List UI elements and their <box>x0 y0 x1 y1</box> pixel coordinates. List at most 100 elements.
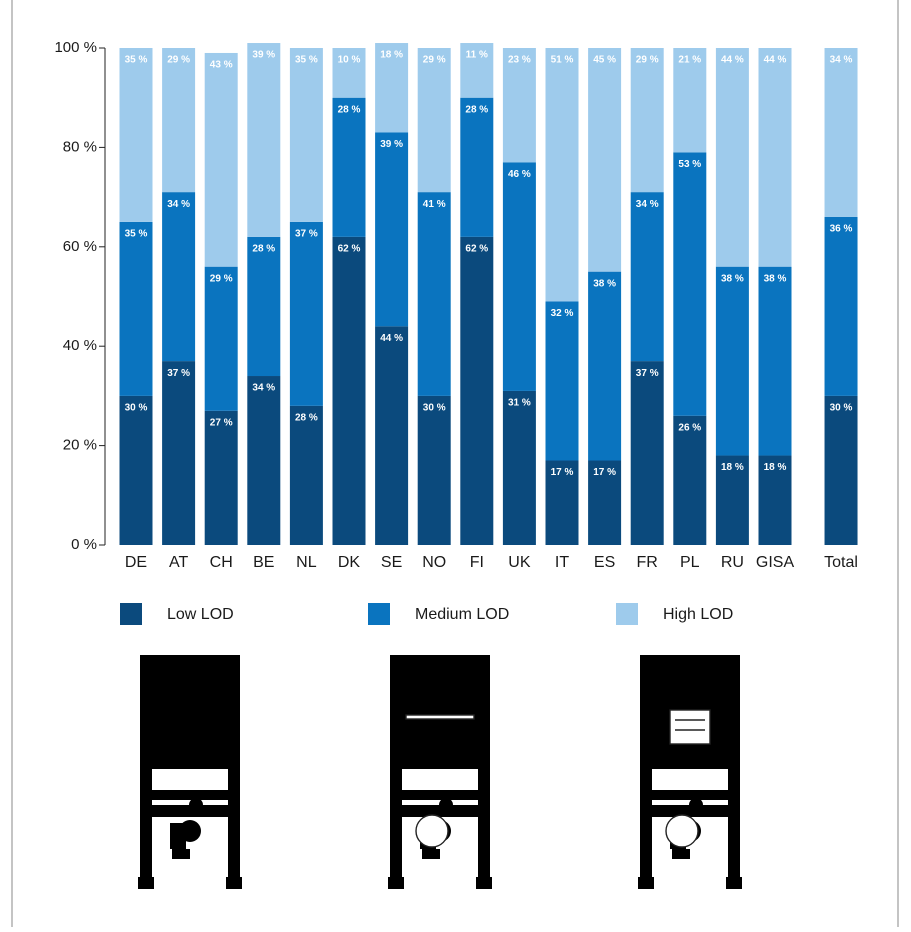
bar-segment <box>502 48 536 163</box>
data-label: 37 % <box>295 229 318 240</box>
y-tick-label: 60 % <box>63 238 97 255</box>
bar-segment <box>204 52 238 267</box>
x-tick-label: SE <box>381 554 402 571</box>
data-label: 62 % <box>338 244 361 255</box>
data-label: 44 % <box>380 333 403 344</box>
data-label: 37 % <box>636 368 659 379</box>
page-border <box>11 0 899 932</box>
data-label: 30 % <box>125 403 148 414</box>
data-label: 41 % <box>423 199 446 210</box>
x-tick-label: FR <box>637 554 658 571</box>
bar-segment <box>375 132 409 327</box>
data-label: 45 % <box>593 55 616 66</box>
data-label: 35 % <box>125 55 148 66</box>
data-label: 38 % <box>764 273 787 284</box>
y-tick-label: 40 % <box>63 337 97 354</box>
data-label: 17 % <box>551 467 574 478</box>
bar-segment <box>545 48 579 302</box>
bar-segment <box>673 152 707 416</box>
data-label: 29 % <box>423 55 446 66</box>
data-label: 44 % <box>721 55 744 66</box>
data-label: 21 % <box>678 55 701 66</box>
x-tick-label: UK <box>508 554 531 571</box>
x-tick-label: Total <box>824 554 858 571</box>
data-label: 44 % <box>764 55 787 66</box>
bar-segment <box>119 48 153 222</box>
bar-segment <box>247 236 281 377</box>
x-tick-label: DK <box>338 554 361 571</box>
bar-segment <box>673 415 707 545</box>
bar-segment <box>630 192 664 362</box>
x-tick-label: IT <box>555 554 569 571</box>
bar-segment <box>417 395 451 545</box>
data-label: 27 % <box>210 417 233 428</box>
bar-segment <box>247 376 281 545</box>
bar-segment <box>460 43 494 98</box>
bar-segment <box>162 48 196 193</box>
bar-segment <box>502 390 536 545</box>
bar-segment <box>332 97 366 237</box>
data-label: 46 % <box>508 169 531 180</box>
data-label: 31 % <box>508 398 531 409</box>
bar-segment <box>715 266 749 456</box>
legend-swatch <box>368 603 390 625</box>
x-tick-label: NO <box>422 554 446 571</box>
data-label: 29 % <box>210 273 233 284</box>
product-image-low <box>138 655 242 889</box>
x-tick-label: AT <box>169 554 188 571</box>
data-label: 38 % <box>721 273 744 284</box>
bar-segment <box>375 326 409 545</box>
data-label: 39 % <box>252 50 275 61</box>
bar-segment <box>332 48 366 98</box>
x-tick-label: CH <box>210 554 233 571</box>
bar-segment <box>119 221 153 396</box>
bar-segment <box>332 236 366 546</box>
data-label: 11 % <box>466 50 488 61</box>
bar-segment <box>715 48 749 267</box>
y-tick-label: 0 % <box>71 536 97 553</box>
bar-segment <box>824 48 858 217</box>
bar-segment <box>460 97 494 237</box>
data-label: 35 % <box>125 229 148 240</box>
data-label: 62 % <box>465 244 488 255</box>
data-label: 28 % <box>252 244 275 255</box>
bar-segment <box>417 192 451 396</box>
data-label: 34 % <box>636 199 659 210</box>
bar-segment <box>758 266 792 456</box>
data-label: 35 % <box>295 55 318 66</box>
data-label: 17 % <box>593 467 616 478</box>
product-image-medium <box>388 655 492 889</box>
data-label: 36 % <box>830 224 853 235</box>
bar-segment <box>630 48 664 193</box>
data-label: 53 % <box>678 159 701 170</box>
data-label: 29 % <box>167 55 190 66</box>
data-label: 18 % <box>380 50 403 61</box>
legend-swatch <box>616 603 638 625</box>
bar-segment <box>588 271 622 461</box>
bar-segment <box>545 460 579 545</box>
y-tick-label: 100 % <box>54 39 97 56</box>
legend-swatch <box>120 603 142 625</box>
data-label: 51 % <box>551 55 574 66</box>
bar-segment <box>758 455 792 545</box>
bar-segment <box>204 410 238 545</box>
bar-segment <box>630 361 664 545</box>
bar-segment <box>375 43 409 133</box>
data-label: 29 % <box>636 55 659 66</box>
bar-segment <box>417 48 451 193</box>
legend-label: High LOD <box>663 606 733 623</box>
data-label: 37 % <box>167 368 190 379</box>
bar-segment <box>502 162 536 391</box>
bar-segment <box>588 460 622 545</box>
legend-label: Low LOD <box>167 606 234 623</box>
y-tick-label: 80 % <box>63 138 97 155</box>
bar-segment <box>119 395 153 545</box>
bar-segment <box>247 43 281 237</box>
x-tick-label: RU <box>721 554 744 571</box>
x-tick-label: BE <box>253 554 274 571</box>
data-label: 34 % <box>830 55 853 66</box>
bar-segment <box>289 48 323 222</box>
data-label: 30 % <box>830 403 853 414</box>
